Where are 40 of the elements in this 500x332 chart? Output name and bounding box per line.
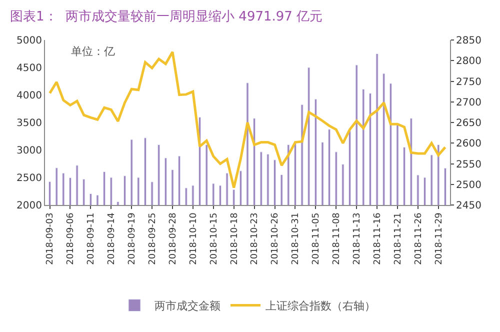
- x-tick-label: 2018-11-05: [312, 212, 322, 265]
- x-tick-label: 2018-10-10: [188, 212, 199, 265]
- y2-tick-label: 2750: [456, 76, 482, 88]
- x-tick-label: 2018-10-23: [250, 212, 260, 265]
- x-tick-label: 2018-10-15: [209, 212, 220, 265]
- y2-tick-label: 2600: [456, 138, 482, 150]
- legend-label: 上证综合指数（右轴）: [266, 300, 376, 313]
- x-tick-label: 2018-11-13: [352, 212, 363, 265]
- x-tick-label: 2018-11-29: [434, 212, 444, 265]
- y2-tick-label: 2850: [456, 36, 482, 46]
- x-tick-label: 2018-09-11: [86, 212, 97, 265]
- y2-tick-label: 2700: [456, 97, 482, 108]
- y-tick-label: 5000: [16, 36, 42, 46]
- x-tick-label: 2018-09-19: [128, 212, 138, 265]
- y2-tick-label: 2800: [456, 56, 482, 68]
- y2-tick-label: 2550: [456, 159, 482, 170]
- annotation: 单位：亿: [71, 45, 115, 58]
- y2-tick-label: 2500: [456, 180, 482, 191]
- y-tick-label: 2500: [16, 173, 42, 184]
- x-tick-label: 2018-09-14: [107, 212, 118, 265]
- x-tick-label: 2018-09-25: [148, 212, 158, 265]
- legend-label: 两市成交金额: [154, 300, 220, 313]
- x-tick-label: 2018-10-26: [270, 212, 281, 265]
- y-tick-label: 3500: [16, 118, 42, 129]
- x-tick-label: 2018-10-31: [291, 212, 302, 265]
- y-tick-label: 4000: [16, 90, 42, 102]
- x-tick-label: 2018-09-28: [168, 212, 178, 265]
- x-tick-label: 2018-11-08: [332, 212, 342, 265]
- y2-tick-label: 2650: [456, 118, 482, 129]
- x-tick-label: 2018-10-18: [230, 212, 240, 265]
- x-tick-label: 2018-09-03: [46, 212, 56, 265]
- y-tick-label: 2000: [16, 200, 42, 212]
- x-tick-label: 2018-09-06: [66, 212, 76, 265]
- x-tick-label: 2018-11-26: [414, 212, 424, 265]
- chart-title: 图表1： 两市成交量较前一周明显缩小 4971.97 亿元: [10, 8, 323, 25]
- x-tick-label: 2018-11-21: [393, 212, 404, 265]
- y2-tick-label: 2450: [456, 200, 482, 212]
- x-tick-label: 2018-11-16: [372, 212, 383, 265]
- y-tick-label: 4500: [16, 63, 42, 74]
- y-tick-label: 3000: [16, 146, 42, 156]
